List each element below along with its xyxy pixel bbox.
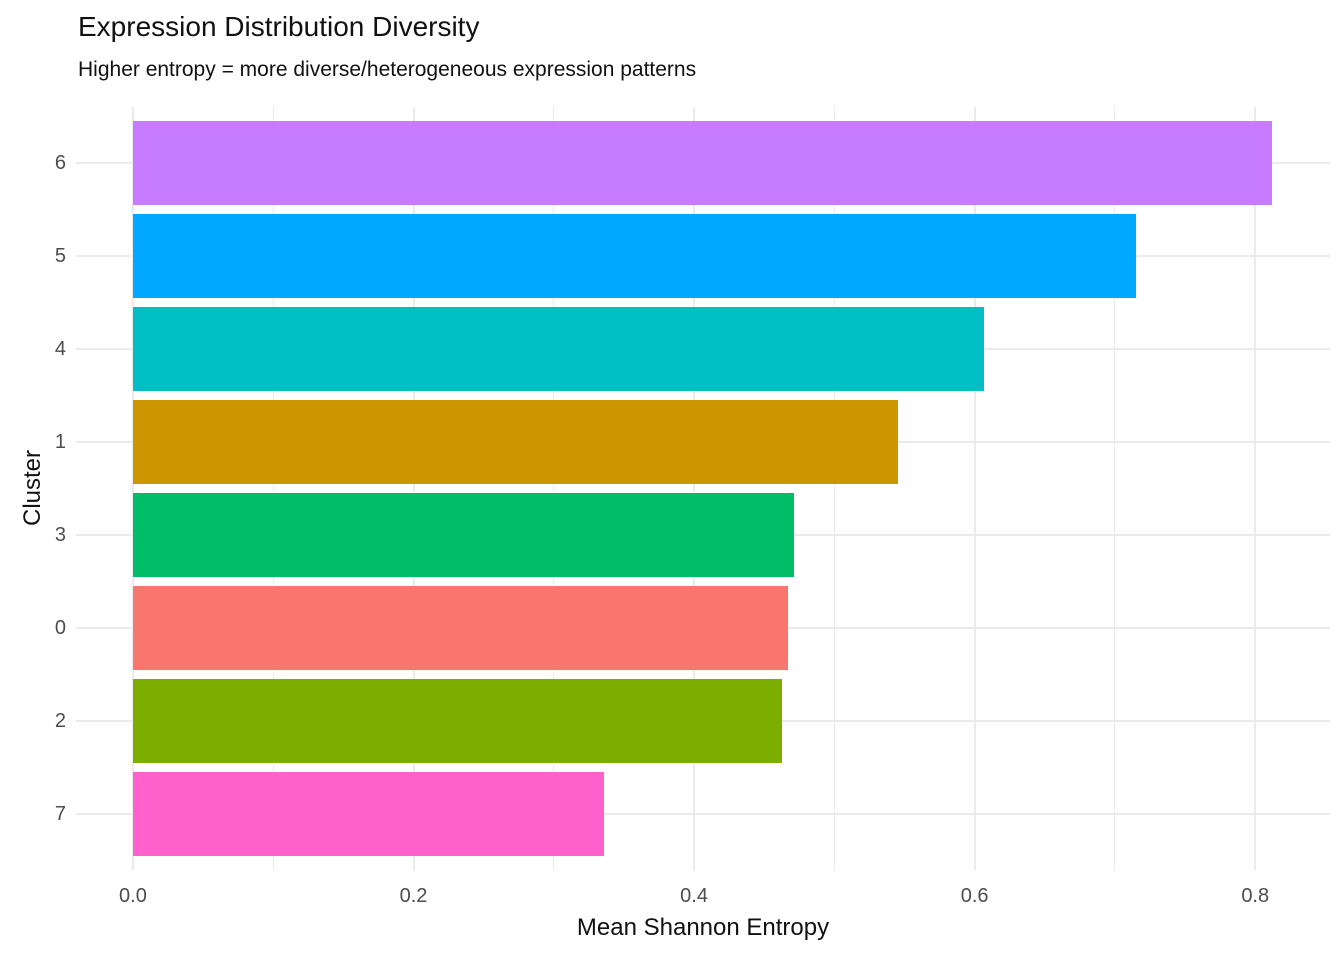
y-tick-label: 4 — [54, 337, 66, 360]
bar-cluster-4 — [132, 307, 985, 391]
chart-subtitle: Higher entropy = more diverse/heterogene… — [78, 58, 697, 81]
minor-gridline — [272, 107, 274, 870]
major-gridline — [131, 107, 134, 870]
y-tick-label: 0 — [54, 617, 66, 640]
chart-title: Expression Distribution Diversity — [78, 11, 480, 42]
x-axis-title: Mean Shannon Entropy — [576, 914, 830, 941]
major-gridline — [76, 813, 1330, 816]
x-tick-label: 0.8 — [1241, 885, 1270, 907]
bar-cluster-0 — [132, 586, 789, 670]
minor-gridline — [833, 107, 835, 870]
major-gridline — [1254, 107, 1257, 870]
x-tick-label: 0.6 — [960, 885, 989, 907]
minor-gridline — [553, 107, 555, 870]
bar-cluster-2 — [132, 679, 783, 763]
major-gridline — [693, 107, 696, 870]
bar-cluster-7 — [132, 772, 605, 857]
x-tick-label: 0.0 — [119, 885, 147, 907]
plot-panel — [76, 107, 1330, 870]
y-tick-label: 1 — [54, 430, 66, 453]
major-gridline — [973, 107, 976, 870]
y-tick-label: 3 — [54, 524, 66, 547]
y-tick-label: 7 — [54, 803, 66, 826]
major-gridline — [412, 107, 415, 870]
y-axis-title: Cluster — [19, 449, 46, 527]
bar-cluster-6 — [132, 120, 1273, 205]
y-tick-label: 6 — [54, 151, 66, 174]
bar-cluster-1 — [132, 400, 898, 484]
x-tick-label: 0.2 — [399, 885, 428, 907]
y-tick-label: 2 — [54, 710, 66, 733]
minor-gridline — [1114, 107, 1116, 870]
x-tick-label: 0.4 — [680, 885, 708, 907]
bar-cluster-5 — [132, 214, 1136, 298]
bar-cluster-3 — [132, 493, 794, 577]
y-tick-label: 5 — [54, 244, 66, 267]
